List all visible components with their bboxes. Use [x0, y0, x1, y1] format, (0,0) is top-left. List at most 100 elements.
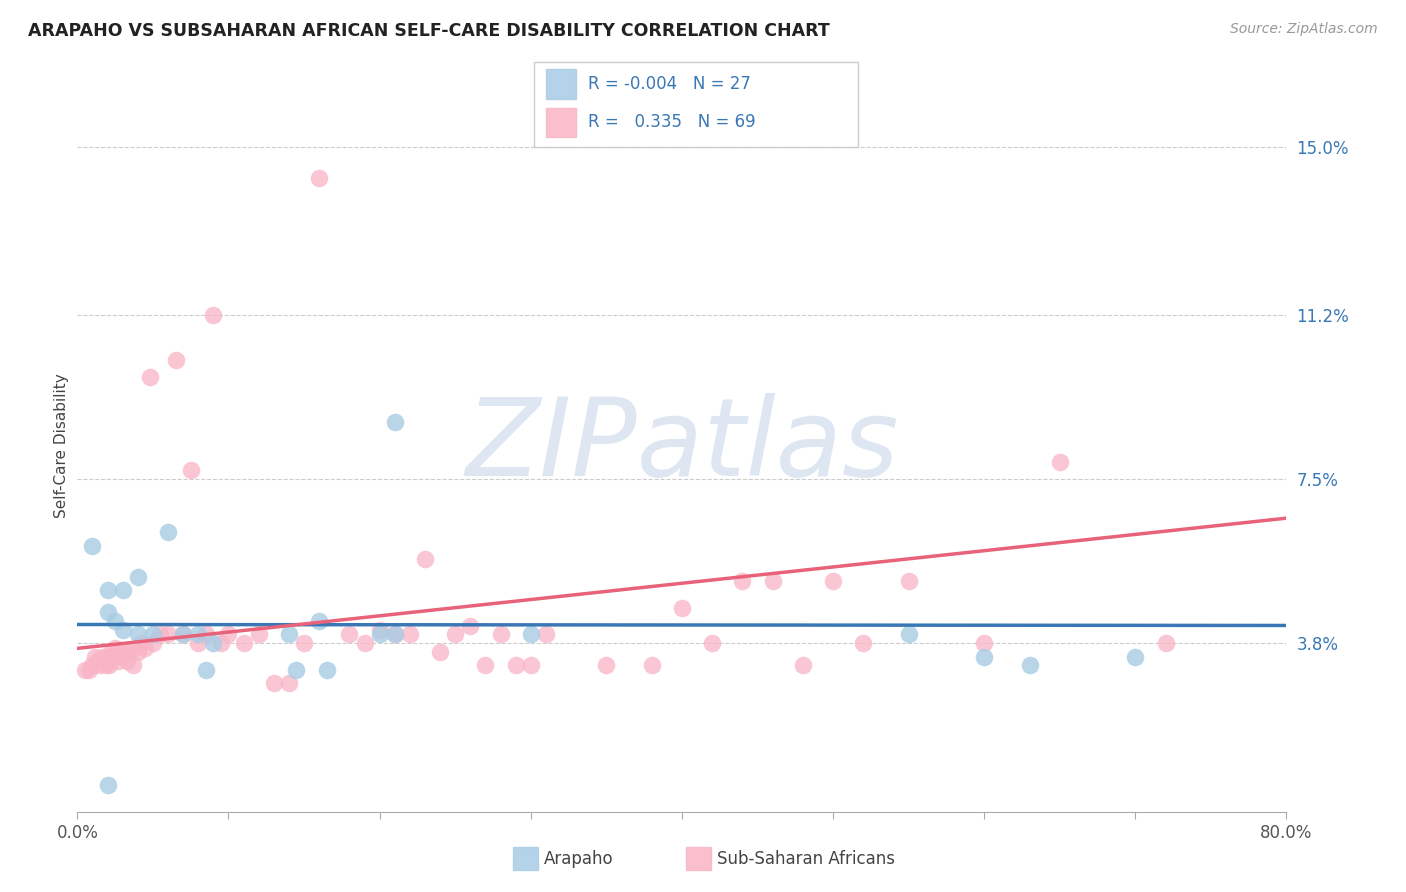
Point [285, 663, 308, 677]
Point [104, 640, 127, 655]
Point [172, 627, 194, 641]
Point [897, 574, 920, 589]
Point [520, 627, 543, 641]
Point [209, 636, 232, 650]
Point [444, 627, 467, 641]
Point [384, 627, 406, 641]
Point [278, 676, 301, 690]
Point [973, 649, 995, 664]
Text: ZIPatlas: ZIPatlas [465, 393, 898, 499]
Point [308, 170, 330, 185]
Point [458, 618, 481, 632]
Text: Source: ZipAtlas.com: Source: ZipAtlas.com [1230, 22, 1378, 37]
Point [79, 663, 101, 677]
Point [111, 583, 134, 598]
Point [202, 636, 225, 650]
Point [308, 614, 330, 628]
Point [114, 645, 136, 659]
Point [1049, 454, 1071, 468]
Point [232, 636, 254, 650]
Point [429, 645, 451, 659]
Point [852, 636, 875, 650]
Point [337, 627, 360, 641]
Point [1018, 658, 1040, 673]
Point [202, 308, 225, 322]
Point [142, 627, 165, 641]
Point [101, 649, 124, 664]
Text: Arapaho: Arapaho [544, 850, 614, 868]
Point [247, 627, 270, 641]
Point [127, 627, 149, 641]
Point [897, 627, 920, 641]
Point [384, 627, 406, 641]
Text: Sub-Saharan Africans: Sub-Saharan Africans [717, 850, 896, 868]
Point [595, 658, 617, 673]
Point [1123, 649, 1146, 664]
Point [115, 654, 138, 668]
Point [180, 463, 202, 477]
Point [315, 663, 337, 677]
Point [93, 654, 115, 668]
Point [82, 539, 104, 553]
Point [100, 645, 122, 659]
Point [821, 574, 844, 589]
Point [368, 623, 391, 637]
Point [73, 663, 96, 677]
Point [104, 614, 127, 628]
Point [973, 636, 995, 650]
Point [353, 636, 375, 650]
Point [187, 636, 209, 650]
Text: ARAPAHO VS SUBSAHARAN AFRICAN SELF-CARE DISABILITY CORRELATION CHART: ARAPAHO VS SUBSAHARAN AFRICAN SELF-CARE … [28, 22, 830, 40]
Point [89, 658, 111, 673]
Point [96, 605, 118, 619]
Point [142, 636, 165, 650]
Point [671, 600, 693, 615]
Point [98, 658, 121, 673]
Point [127, 645, 149, 659]
Point [120, 645, 142, 659]
Point [187, 627, 209, 641]
Point [94, 658, 117, 673]
Point [263, 676, 285, 690]
Point [474, 658, 496, 673]
Text: R =   0.335   N = 69: R = 0.335 N = 69 [588, 113, 755, 131]
Point [90, 649, 112, 664]
Point [384, 415, 406, 429]
Y-axis label: Self-Care Disability: Self-Care Disability [53, 374, 69, 518]
Point [111, 649, 134, 664]
Point [127, 570, 149, 584]
Point [82, 658, 104, 673]
Point [505, 658, 527, 673]
Point [534, 627, 557, 641]
Point [111, 623, 134, 637]
Point [194, 663, 217, 677]
Point [134, 640, 156, 655]
Point [96, 583, 118, 598]
Point [520, 658, 543, 673]
Point [157, 627, 180, 641]
Point [641, 658, 664, 673]
Point [368, 627, 391, 641]
Point [96, 778, 118, 792]
Point [107, 654, 129, 668]
Point [108, 645, 131, 659]
Point [702, 636, 724, 650]
Point [413, 552, 436, 566]
Text: R = -0.004   N = 27: R = -0.004 N = 27 [588, 75, 751, 93]
Point [762, 574, 785, 589]
Point [292, 636, 315, 650]
Point [218, 627, 240, 641]
Point [96, 649, 118, 664]
Point [165, 352, 187, 367]
Point [122, 658, 145, 673]
Point [489, 627, 512, 641]
Point [149, 627, 172, 641]
Point [399, 627, 422, 641]
Point [172, 627, 194, 641]
Point [129, 636, 152, 650]
Point [86, 654, 108, 668]
Point [731, 574, 754, 589]
Point [1154, 636, 1177, 650]
Point [139, 370, 162, 384]
Point [278, 627, 301, 641]
